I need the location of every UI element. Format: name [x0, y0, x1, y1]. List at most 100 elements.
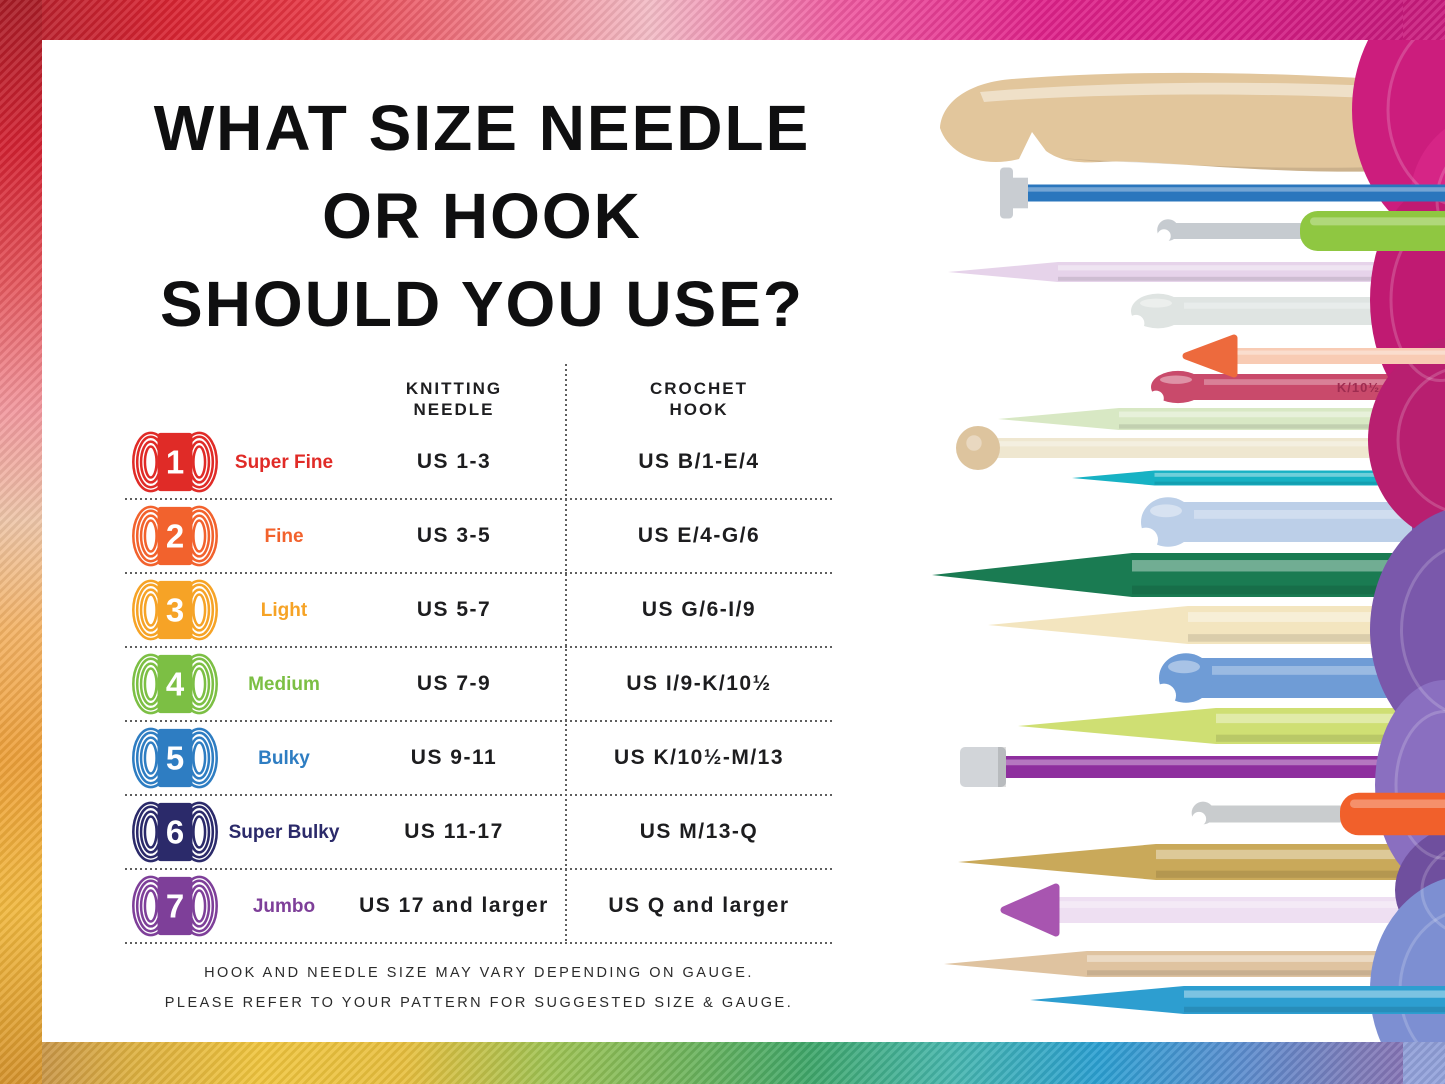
- weight-name-cell: Medium: [225, 673, 343, 696]
- crochet-size: US K/10½-M/13: [613, 746, 785, 769]
- pale-green-needle: [998, 408, 1445, 430]
- skein-band: [157, 432, 193, 492]
- footnote-line-1: HOOK AND NEEDLE SIZE MAY VARY DEPENDING …: [204, 965, 754, 981]
- needles-photo: K/10½ 6: [860, 40, 1445, 1042]
- knitting-size-cell: US 1-3: [343, 450, 565, 474]
- weight-name-cell: Fine: [225, 525, 343, 548]
- table-row: 5 Bulky US 9-11 US K/10½-M/13: [125, 722, 833, 794]
- teal-metal-needle: [1072, 470, 1445, 486]
- weight-name-cell: Super Fine: [225, 451, 343, 474]
- footnote-line-2: PLEASE REFER TO YOUR PATTERN FOR SUGGEST…: [164, 995, 794, 1011]
- title-line-2: OR HOOK: [322, 180, 642, 252]
- weight-name-cell: Super Bulky: [225, 821, 343, 844]
- chartreuse-needle: [1018, 708, 1445, 744]
- crochet-size-cell: US I/9-K/10½: [565, 672, 833, 696]
- weight-number: 4: [166, 666, 185, 703]
- table-row: 4 Medium US 7-9 US I/9-K/10½: [125, 648, 833, 720]
- crochet-size-cell: US B/1-E/4: [565, 450, 833, 474]
- crochet-size: US M/13-Q: [639, 820, 759, 843]
- title-line-1: WHAT SIZE NEEDLE: [153, 92, 811, 164]
- row-divider-dotted: [125, 942, 833, 944]
- column-divider-dotted: [565, 364, 567, 944]
- row-divider-dotted: [125, 498, 833, 500]
- weight-name: Fine: [264, 525, 304, 547]
- knitting-size-cell: US 17 and larger: [343, 894, 565, 918]
- weight-name-cell: Light: [225, 599, 343, 622]
- knitting-needle-header: KNITTING NEEDLE: [405, 379, 503, 419]
- crochet-size-cell: US Q and larger: [565, 894, 833, 918]
- yarn-skein-icon: 2: [132, 505, 218, 567]
- weight-number: 6: [166, 814, 184, 851]
- knitting-size: US 7-9: [416, 672, 492, 695]
- orange-handle-steel-hook: [1191, 792, 1445, 836]
- weight-number: 1: [166, 444, 184, 481]
- weight-icon-cell: 3: [125, 578, 225, 642]
- knitting-size-cell: US 5-7: [343, 598, 565, 622]
- knitting-size-cell: US 9-11: [343, 746, 565, 770]
- weight-name: Super Fine: [234, 451, 334, 473]
- row-divider-dotted: [125, 720, 833, 722]
- knitting-size: US 3-5: [416, 524, 492, 547]
- peach-needle-orange-cap: [1182, 334, 1445, 378]
- crochet-size-cell: US K/10½-M/13: [565, 746, 833, 770]
- page-title: WHAT SIZE NEEDLE OR HOOK SHOULD YOU USE?: [82, 84, 882, 348]
- knitting-size-cell: US 3-5: [343, 524, 565, 548]
- weight-name: Jumbo: [252, 895, 316, 917]
- knitting-size: US 5-7: [416, 598, 492, 621]
- weight-name-cell: Jumbo: [225, 895, 343, 918]
- row-divider-dotted: [125, 794, 833, 796]
- weight-icon-cell: 1: [125, 430, 225, 494]
- yarn-border-bottom: [0, 1042, 1445, 1084]
- table-row: 6 Super Bulky US 11-17 US M/13-Q: [125, 796, 833, 868]
- cream-needle-wood-knob: [956, 426, 1445, 470]
- green-handle-crochet-hook: [1157, 211, 1445, 251]
- table-row: 3 Light US 5-7 US G/6-I/9: [125, 574, 833, 646]
- pale-lavender-needle: [948, 262, 1445, 282]
- knitting-size: US 1-3: [416, 450, 492, 473]
- cream-yellow-needle: [988, 606, 1445, 644]
- giant-wooden-crochet-hook: [940, 72, 1445, 172]
- knitting-size-cell: US 11-17: [343, 820, 565, 844]
- table-row: 7 Jumbo US 17 and larger US Q and larger: [125, 870, 833, 942]
- content-card: WHAT SIZE NEEDLE OR HOOK SHOULD YOU USE?…: [42, 40, 1445, 1042]
- weight-name: Medium: [248, 673, 320, 695]
- skein-band: [157, 728, 193, 788]
- magenta-crochet-hook: K/10½ 6: [1148, 370, 1445, 407]
- gold-metal-needle: [958, 844, 1445, 880]
- yarn-skein-icon: 4: [132, 653, 218, 715]
- table-row: 2 Fine US 3-5 US E/4-G/6: [125, 500, 833, 572]
- row-divider-dotted: [125, 868, 833, 870]
- bright-blue-metal-needle: [1030, 986, 1445, 1014]
- knitting-size: US 17 and larger: [359, 894, 549, 917]
- weight-icon-cell: 7: [125, 874, 225, 938]
- crochet-size: US Q and larger: [608, 894, 790, 917]
- crochet-size-cell: US G/6-I/9: [565, 598, 833, 622]
- weight-name: Light: [260, 599, 308, 621]
- weight-icon-cell: 2: [125, 504, 225, 568]
- needles-hooks-illustration: K/10½ 6: [932, 40, 1445, 1042]
- blue-needle-silver-cap: [1000, 167, 1445, 219]
- skein-band: [157, 580, 193, 640]
- yarn-skein-icon: 6: [132, 801, 218, 863]
- title-line-3: SHOULD YOU USE?: [160, 268, 804, 340]
- weight-icon-cell: 6: [125, 800, 225, 864]
- yarn-skein-icon: 1: [132, 431, 218, 493]
- weight-number: 2: [166, 518, 184, 555]
- weight-icon-cell: 4: [125, 652, 225, 716]
- periwinkle-crochet-hook: [1134, 497, 1445, 552]
- crochet-hook-header: CROCHET HOOK: [649, 379, 749, 419]
- crochet-size: US I/9-K/10½: [626, 672, 772, 695]
- crochet-size: US G/6-I/9: [641, 598, 757, 621]
- weight-number: 7: [166, 888, 184, 925]
- skein-band: [157, 802, 193, 862]
- weight-name: Super Bulky: [228, 821, 340, 843]
- weight-name: Bulky: [258, 747, 310, 769]
- weight-number: 5: [166, 740, 184, 777]
- skein-band: [157, 654, 193, 714]
- lavender-needle-purple-cap: [1000, 883, 1445, 937]
- yarn-skein-icon: 5: [132, 727, 218, 789]
- knitting-size: US 9-11: [410, 746, 498, 769]
- table-rows: 1 Super Fine US 1-3 US B/1-E/4 2 Fine US 3-5 U…: [125, 426, 833, 944]
- yarn-skein-icon: 3: [132, 579, 218, 641]
